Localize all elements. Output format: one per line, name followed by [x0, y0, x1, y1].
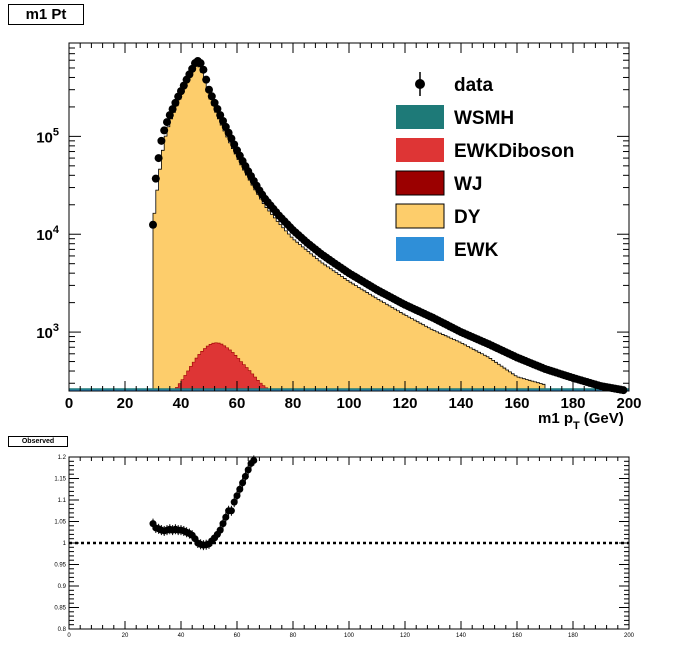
- legend-label: data: [454, 75, 494, 96]
- ewkdiboson-histogram: [175, 342, 277, 392]
- legend-label: EWKDiboson: [454, 141, 574, 162]
- ratio-x-tick-label: 40: [178, 633, 185, 639]
- ratio-x-tick-label: 60: [234, 633, 241, 639]
- main-histogram: [69, 56, 629, 395]
- ratio-x-tick-label: 160: [512, 633, 523, 639]
- ratio-point: [227, 507, 235, 515]
- data-point: [205, 85, 213, 94]
- ratio-y-tick-label: 1.1: [58, 498, 67, 504]
- legend-swatch: [395, 170, 445, 196]
- data-point: [160, 126, 169, 135]
- legend-swatch: [395, 203, 445, 229]
- x-tick-label: 120: [392, 395, 417, 412]
- legend-swatch: [396, 105, 444, 129]
- ratio-plot: 0 20 40 60 80 100 120 140 160 180 200 0.8 0.85 0.9 0.9…: [54, 455, 634, 639]
- ratio-point: [250, 456, 258, 464]
- legend-swatch: [396, 138, 444, 162]
- data-point: [171, 98, 180, 107]
- x-tick-label: 80: [285, 395, 302, 412]
- x-axis-label-sub: T: [573, 420, 580, 432]
- ratio-x-tick-label: 20: [122, 633, 129, 639]
- data-point: [179, 81, 188, 90]
- ratio-point: [244, 466, 252, 474]
- ratio-y-tick-label: 0.95: [54, 563, 66, 569]
- x-tick-label: 180: [560, 395, 585, 412]
- ratio-point: [233, 492, 241, 500]
- ratio-y-tick-label: 1.15: [54, 477, 66, 483]
- data-point: [210, 98, 219, 107]
- legend: data WSMH EWKDiboson WJ DY EWK: [395, 72, 574, 261]
- x-axis-label-main: m1 p: [538, 410, 573, 427]
- data-point: [151, 174, 160, 183]
- ratio-x-tick-label: 80: [290, 633, 297, 639]
- x-tick-label: 200: [616, 395, 641, 412]
- data-point: [202, 75, 211, 84]
- ratio-x-tick-label: 140: [456, 633, 467, 639]
- ratio-point: [219, 520, 227, 528]
- ratio-y-tick-label: 1.05: [54, 520, 66, 526]
- data-point: [168, 105, 177, 114]
- legend-label: WJ: [454, 174, 483, 195]
- legend-swatch: [396, 237, 444, 261]
- data-point: [149, 220, 157, 229]
- ratio-point: [241, 472, 249, 480]
- ratio-x-tick-label: 180: [568, 633, 579, 639]
- legend-label: DY: [454, 207, 481, 228]
- main-axes: 0 20 40 60 80 100 120 140 160 180 200 103 104 105: [36, 42, 642, 412]
- y-tick-label: 104: [36, 224, 60, 244]
- ratio-y-tick-label: 1.2: [58, 455, 67, 461]
- ratio-y-tick-label: 0.85: [54, 606, 66, 612]
- x-tick-label: 160: [504, 395, 529, 412]
- plot-title: m1 Pt: [8, 4, 84, 25]
- x-tick-label: 0: [65, 395, 73, 412]
- ratio-point: [236, 485, 244, 493]
- ratio-point: [222, 513, 230, 521]
- data-point: [199, 65, 208, 74]
- x-tick-label: 140: [448, 395, 473, 412]
- ratio-x-tick-label: 100: [344, 633, 355, 639]
- data-point: [163, 118, 171, 127]
- x-axis-label-unit: (GeV): [584, 410, 624, 427]
- data-point: [154, 154, 163, 163]
- x-tick-label: 20: [117, 395, 134, 412]
- dy-histogram: [152, 64, 546, 392]
- ratio-x-tick-label: 200: [624, 633, 635, 639]
- ratio-y-tick-label: 1: [63, 541, 67, 547]
- y-tick-label: 105: [36, 126, 59, 146]
- y-tick-label: 103: [36, 322, 59, 342]
- data-point: [196, 59, 205, 68]
- legend-marker: [415, 79, 425, 89]
- legend-label: EWK: [454, 240, 499, 261]
- x-tick-label: 40: [173, 395, 190, 412]
- ratio-point: [239, 479, 247, 487]
- ratio-y-tick-label: 0.8: [58, 627, 67, 633]
- x-axis-label: m1 pT (GeV): [538, 410, 624, 432]
- data-point: [157, 136, 166, 145]
- ratio-x-tick-label: 120: [400, 633, 411, 639]
- ratio-x-tick-label: 0: [67, 633, 71, 639]
- ratio-point: [216, 526, 224, 534]
- legend-label: WSMH: [454, 108, 514, 129]
- ratio-y-tick-label: 0.9: [58, 584, 67, 590]
- data-point: [619, 386, 628, 395]
- ratio-title: Observed: [8, 436, 68, 447]
- ratio-point: [230, 498, 238, 506]
- x-tick-label: 60: [229, 395, 246, 412]
- data-point: [207, 92, 216, 101]
- data-point: [165, 111, 174, 120]
- data-point: [213, 104, 222, 113]
- x-tick-label: 100: [336, 395, 361, 412]
